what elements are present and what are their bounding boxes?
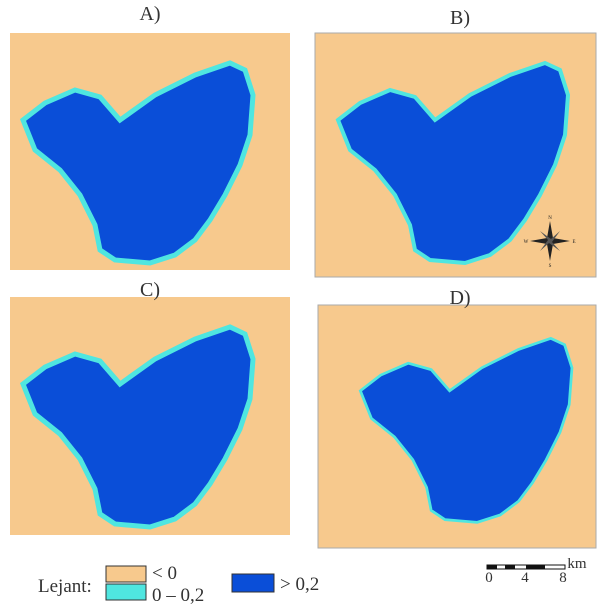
compass-label: E	[572, 240, 575, 245]
panel-label: A)	[139, 3, 160, 25]
compass-label: S	[549, 264, 552, 269]
panel-label: B)	[450, 7, 470, 29]
legend-swatch	[232, 574, 274, 592]
legend-swatch	[106, 584, 146, 600]
compass-label: N	[548, 216, 552, 221]
scale-label: 8	[559, 570, 567, 586]
panel-label: D)	[449, 287, 470, 309]
legend-label: 0 – 0,2	[152, 585, 204, 605]
scale-bar: 0 4 8 km	[485, 556, 587, 586]
scale-label: 0	[485, 570, 493, 586]
legend-label: > 0,2	[280, 574, 319, 595]
figure: A) N E S W B) C) D) Lejant: < 0 0 – 0,2 …	[0, 0, 602, 605]
panel-b: N E S W	[315, 33, 596, 277]
panel-label: C)	[140, 279, 160, 301]
legend-label: < 0	[152, 563, 177, 584]
panel-c	[10, 297, 290, 535]
panel-a	[10, 33, 290, 270]
panel-d	[318, 305, 596, 548]
scale-unit: km	[567, 556, 587, 572]
legend-title: Lejant:	[38, 576, 92, 597]
legend-swatch	[106, 566, 146, 582]
compass-label: W	[524, 240, 529, 245]
legend: Lejant: < 0 0 – 0,2 > 0,2	[38, 563, 319, 605]
scale-label: 4	[521, 570, 529, 586]
